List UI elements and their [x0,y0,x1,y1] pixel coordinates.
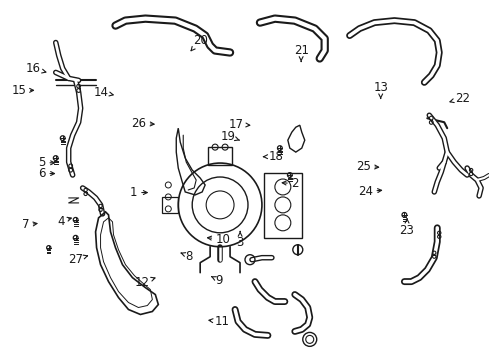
Text: 27: 27 [68,253,88,266]
Text: 23: 23 [400,219,415,237]
Text: 24: 24 [358,185,382,198]
Text: 21: 21 [294,44,309,62]
Bar [264,173,302,238]
Text: 15: 15 [11,84,33,97]
Text: 3: 3 [237,231,244,249]
Text: 5: 5 [39,156,54,169]
Text: 9: 9 [212,274,223,287]
Text: 1: 1 [130,186,147,199]
Text: 14: 14 [93,86,113,99]
Text: 25: 25 [356,160,379,173]
Text: 20: 20 [191,33,208,51]
Text: 18: 18 [264,150,283,163]
Bar [162,197,178,213]
Text: 10: 10 [207,233,231,246]
Text: 13: 13 [373,81,388,98]
Text: 26: 26 [131,117,154,130]
Text: 16: 16 [26,62,46,75]
Text: 12: 12 [135,276,155,289]
Text: 6: 6 [38,167,54,180]
Text: 4: 4 [57,215,71,228]
Text: 11: 11 [209,315,230,328]
Text: 7: 7 [22,218,37,231]
Text: 22: 22 [450,92,470,105]
Text: 2: 2 [282,177,299,190]
Bar [208,147,232,165]
Text: 19: 19 [220,130,240,143]
Text: 8: 8 [181,249,193,262]
Text: 17: 17 [229,118,250,131]
